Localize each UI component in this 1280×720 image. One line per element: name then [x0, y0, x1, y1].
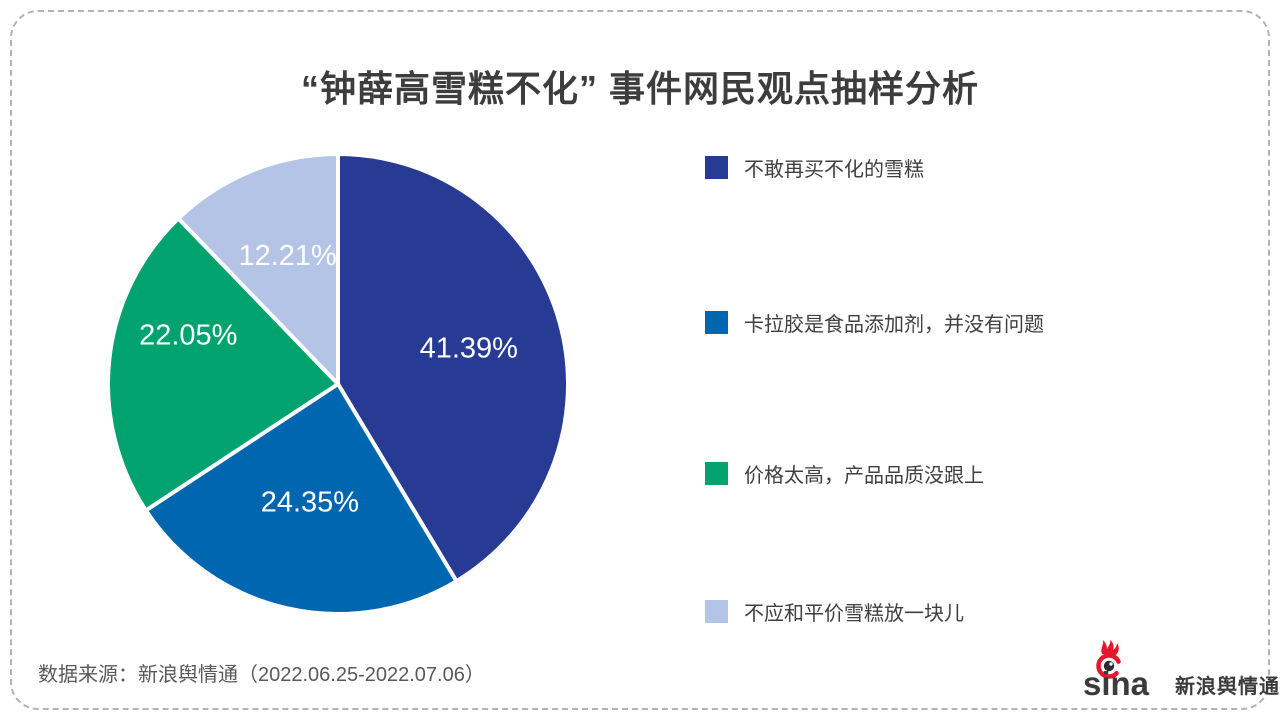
data-source-note: 数据来源：新浪舆情通（2022.06.25-2022.07.06） — [38, 664, 485, 686]
legend-item-2[interactable]: 价格太高，产品品质没跟上 — [705, 458, 984, 488]
pie-svg: 41.39% 24.35% 22.05% 12.21% — [106, 152, 570, 616]
pie-slice-2[interactable] — [106, 216, 340, 513]
sina-wordmark: sina — [1083, 665, 1150, 702]
legend-swatch-1 — [705, 310, 728, 334]
pie-slice-1[interactable] — [143, 382, 459, 616]
sina-product-name: 新浪舆情通 — [1175, 676, 1280, 698]
legend-swatch-3 — [705, 599, 728, 623]
pie-slice-label-2: 22.05% — [139, 319, 237, 351]
legend-label-0: 不敢再买不化的雪糕 — [744, 158, 924, 181]
pie-slice-3[interactable] — [176, 152, 340, 386]
legend-item-3[interactable]: 不应和平价雪糕放一块儿 — [705, 596, 964, 626]
legend-label-2: 价格太高，产品品质没跟上 — [744, 464, 984, 487]
legend-label-1: 卡拉胶是食品添加剂，并没有问题 — [744, 313, 1044, 336]
pie-slice-label-3: 12.21% — [238, 240, 336, 272]
pie-slice-label-1: 24.35% — [261, 486, 359, 518]
sina-logo: sina 新浪舆情通 — [1065, 640, 1279, 702]
pie-slice-label-0: 41.39% — [420, 333, 518, 365]
pie-slice-0[interactable] — [336, 152, 570, 584]
legend-item-1[interactable]: 卡拉胶是食品添加剂，并没有问题 — [705, 307, 1044, 337]
page-title: “钟薛高雪糕不化” 事件网民观点抽样分析 — [300, 68, 979, 109]
legend-swatch-2 — [705, 461, 728, 485]
legend-label-3: 不应和平价雪糕放一块儿 — [744, 602, 964, 625]
legend-item-0[interactable]: 不敢再买不化的雪糕 — [705, 152, 924, 182]
sina-eye-icon — [1096, 640, 1122, 679]
legend-swatch-0 — [705, 155, 728, 179]
chart-legend: 不敢再买不化的雪糕卡拉胶是食品添加剂，并没有问题 价格太高，产品品质没跟上 不应和平… — [705, 0, 1185, 720]
pie-chart: 41.39% 24.35% 22.05% 12.21% — [87, 133, 589, 635]
